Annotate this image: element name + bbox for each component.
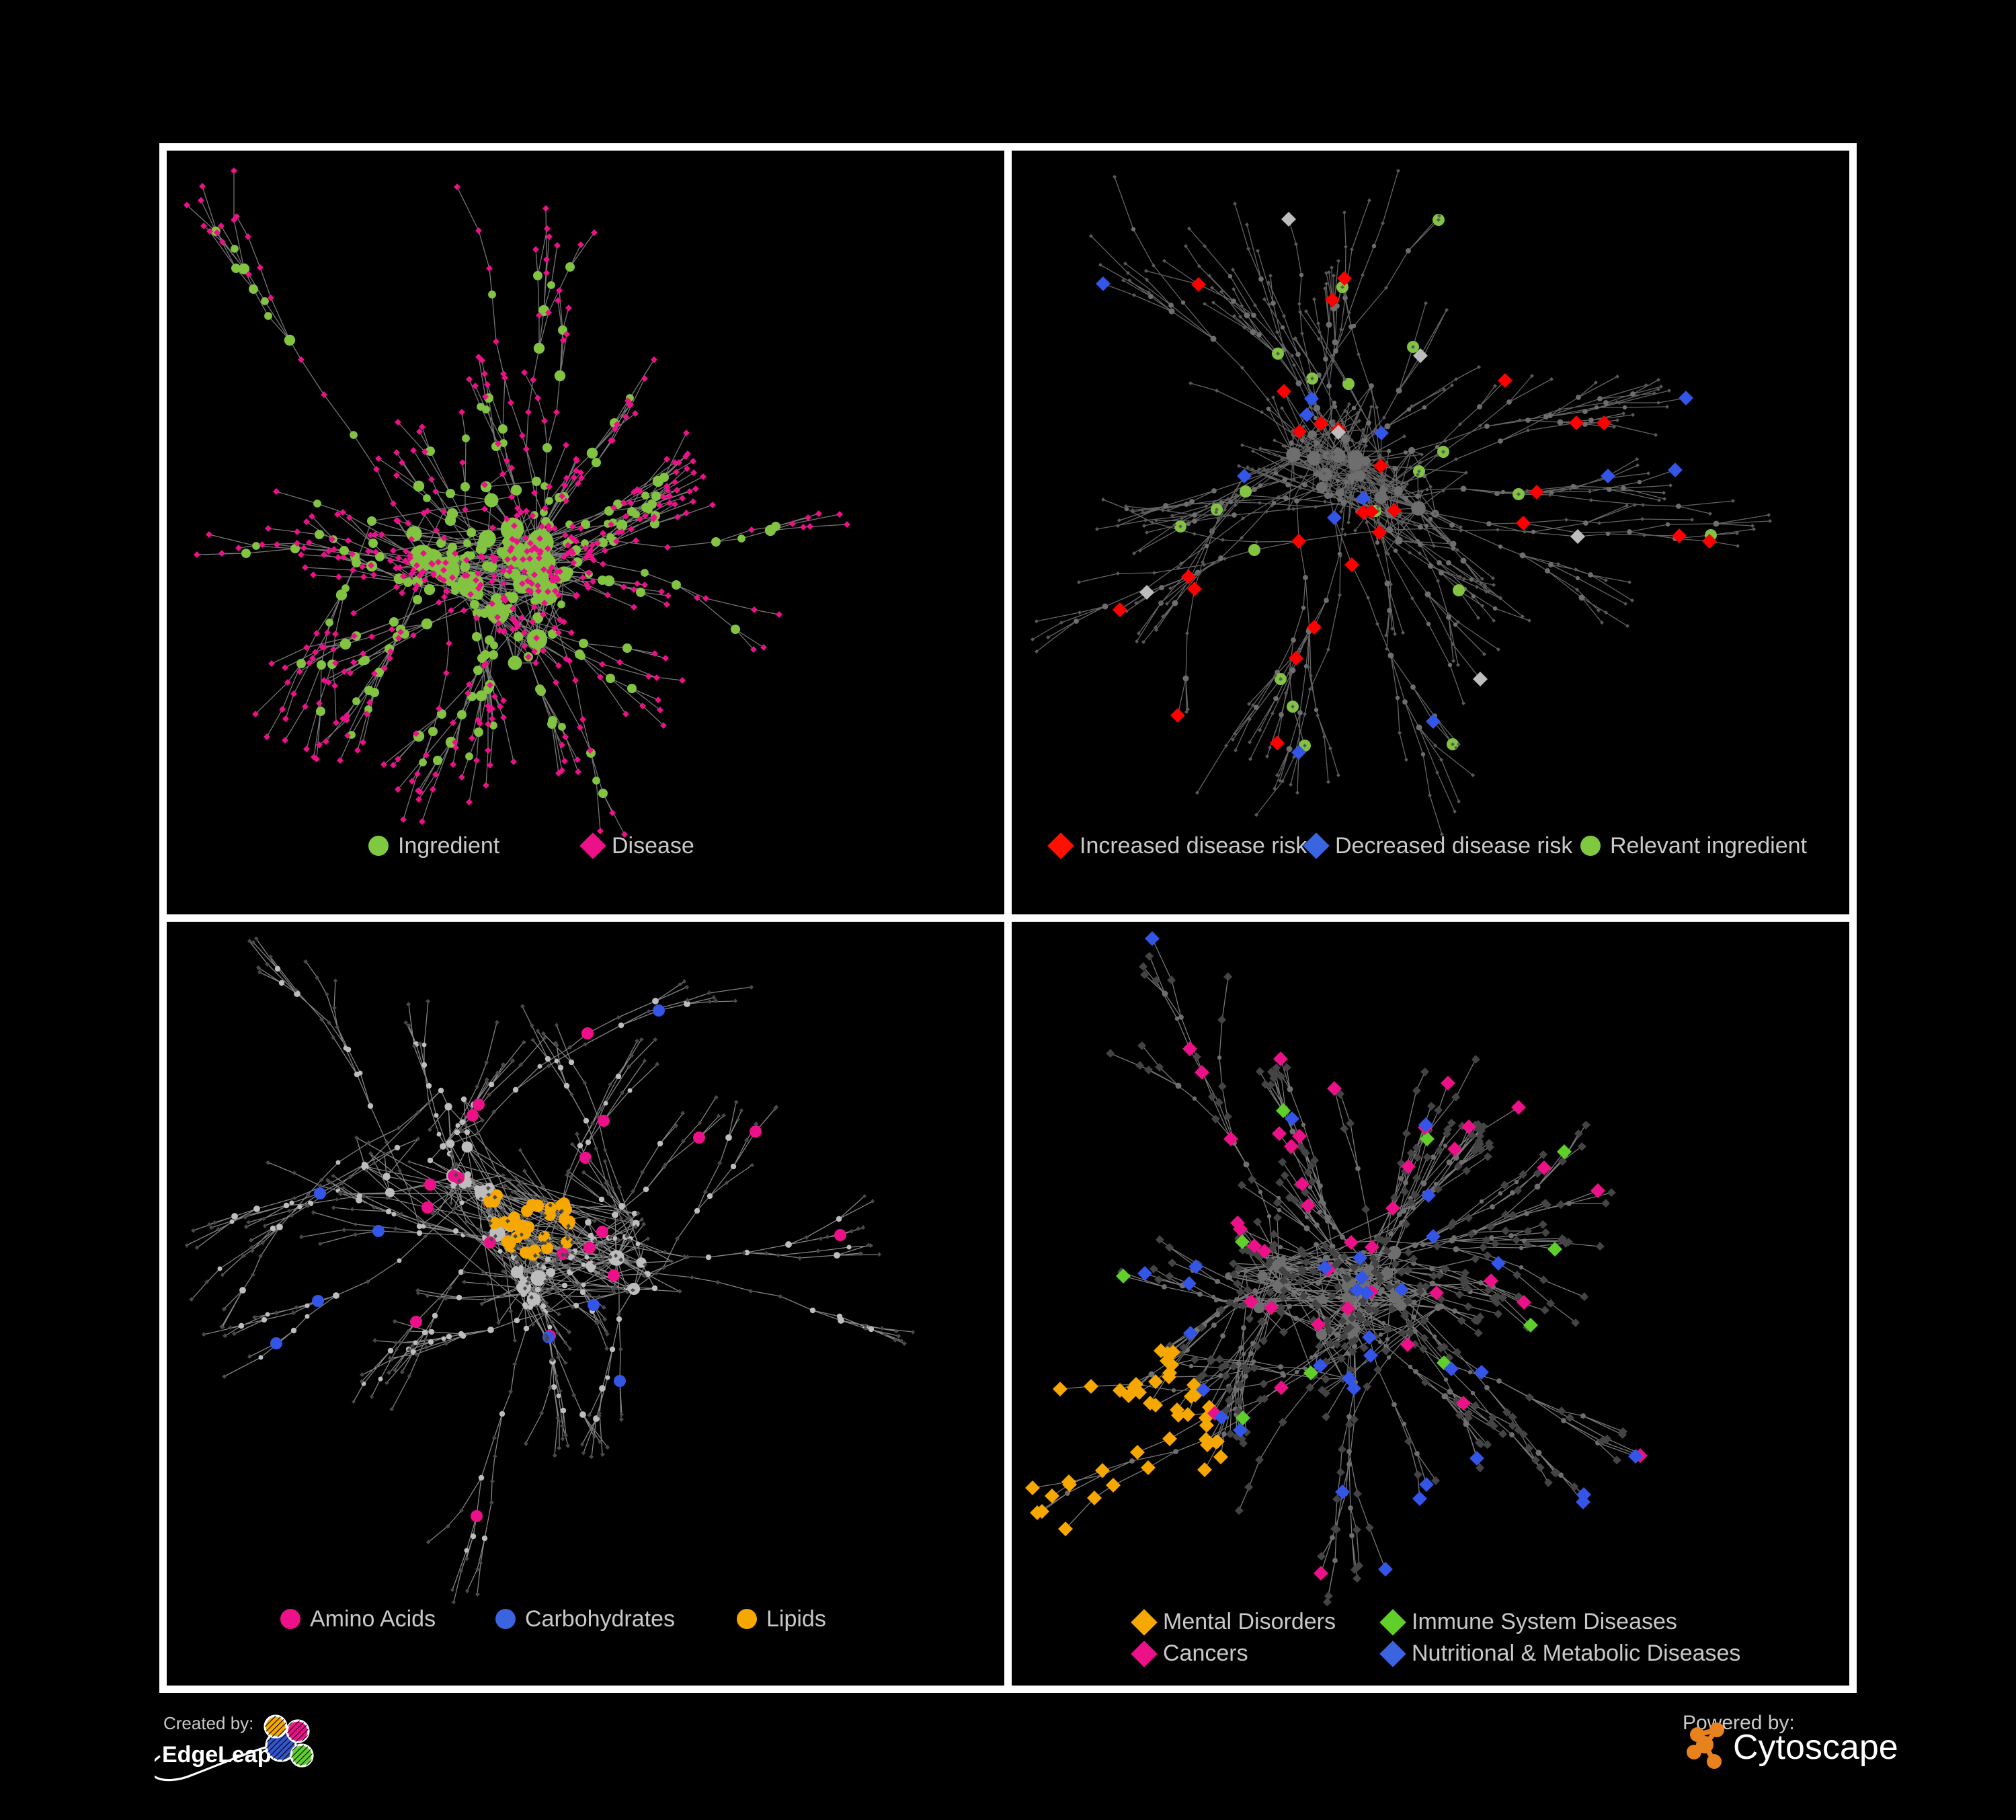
svg-text:Cytoscape: Cytoscape	[1733, 1728, 1898, 1767]
svg-text:Created by:: Created by:	[163, 1713, 253, 1733]
svg-text:EdgeLeap: EdgeLeap	[162, 1742, 271, 1768]
